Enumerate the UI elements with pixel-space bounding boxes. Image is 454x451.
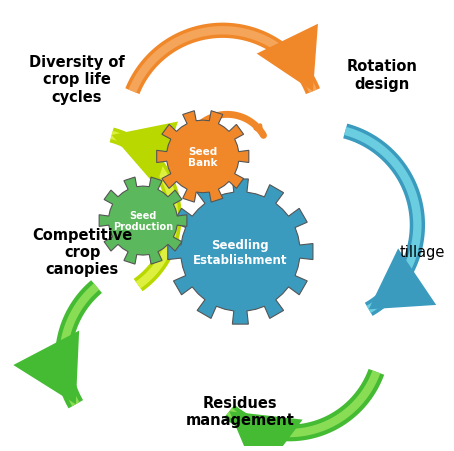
Polygon shape — [229, 411, 303, 451]
Text: Seed
Production: Seed Production — [113, 210, 173, 232]
Polygon shape — [13, 331, 79, 405]
Text: Rotation
design: Rotation design — [346, 59, 418, 92]
Polygon shape — [168, 179, 313, 324]
Polygon shape — [257, 25, 318, 92]
Polygon shape — [369, 249, 436, 310]
Text: Seedling
Establishment: Seedling Establishment — [193, 238, 288, 266]
Text: Residues
management: Residues management — [186, 395, 295, 427]
Polygon shape — [157, 111, 249, 202]
Polygon shape — [99, 178, 187, 264]
Polygon shape — [112, 122, 178, 187]
Text: Competitive
crop
canopies: Competitive crop canopies — [32, 227, 133, 277]
Text: Seed
Bank: Seed Bank — [188, 146, 217, 168]
Text: tillage: tillage — [400, 244, 445, 259]
Text: Diversity of
crop life
cycles: Diversity of crop life cycles — [29, 55, 124, 105]
